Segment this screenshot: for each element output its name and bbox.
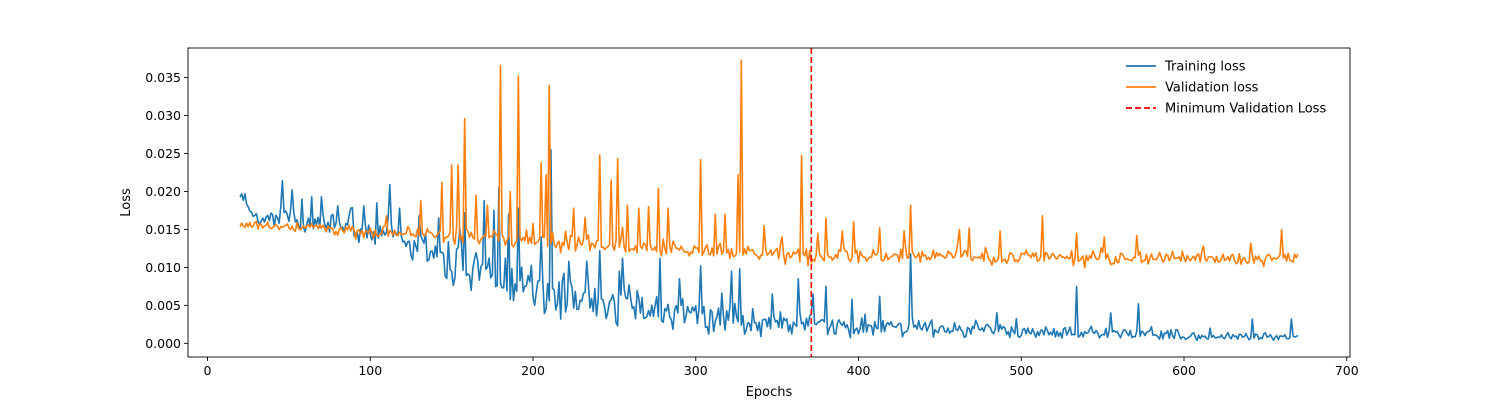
y-tick-label: 0.035	[145, 70, 181, 85]
y-tick-label: 0.005	[145, 298, 181, 313]
x-tick-label: 400	[847, 363, 871, 378]
y-tick-label: 0.030	[145, 108, 181, 123]
x-tick-label: 500	[1009, 363, 1033, 378]
x-tick-label: 700	[1335, 363, 1359, 378]
y-tick-label: 0.000	[145, 336, 181, 351]
y-tick-label: 0.010	[145, 260, 181, 275]
x-tick-label: 600	[1172, 363, 1196, 378]
legend: Training loss Validation loss Minimum Va…	[1126, 60, 1326, 117]
x-tick-label: 300	[684, 363, 708, 378]
legend-label-minimum-validation-loss: Minimum Validation Loss	[1165, 102, 1326, 117]
x-tick-label: 200	[521, 363, 545, 378]
axes-frame	[187, 47, 1351, 358]
plot-area	[239, 48, 1299, 357]
y-tick-label: 0.025	[145, 146, 181, 161]
x-tick-label: 100	[358, 363, 382, 378]
training-loss-line	[239, 148, 1299, 342]
legend-label-validation-loss: Validation loss	[1165, 81, 1259, 96]
y-tick-label: 0.020	[145, 184, 181, 199]
legend-label-training-loss: Training loss	[1164, 60, 1246, 75]
x-axis-label: Epochs	[746, 385, 793, 400]
axes: 0 100 200 300 400 500 600 700 0.000 0.005 0.010 0.0…	[145, 47, 1359, 378]
y-tick-label: 0.015	[145, 222, 181, 237]
x-tick-label: 0	[204, 363, 212, 378]
y-axis-label: Loss	[119, 188, 134, 217]
validation-loss-line	[239, 59, 1299, 269]
